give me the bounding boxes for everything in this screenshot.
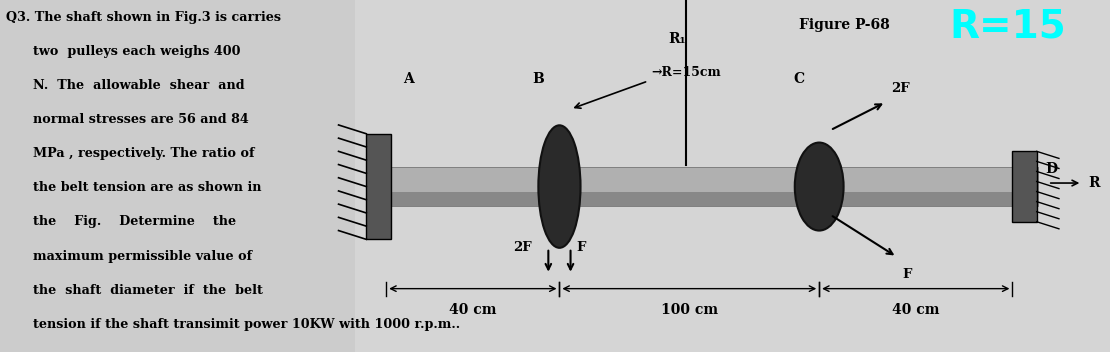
Text: Figure P-68: Figure P-68 (799, 18, 890, 32)
Text: B: B (533, 72, 544, 86)
Text: R=15: R=15 (949, 7, 1066, 45)
Bar (366, 134, 391, 239)
Text: two  pulleys each weighs 400: two pulleys each weighs 400 (6, 45, 240, 58)
Text: 40 cm: 40 cm (450, 303, 496, 317)
Text: F: F (576, 241, 585, 253)
Bar (1012, 151, 1037, 222)
Text: 2F: 2F (513, 241, 532, 253)
Text: normal stresses are 56 and 84: normal stresses are 56 and 84 (6, 113, 249, 126)
Text: Q3. The shaft shown in Fig.3 is carries: Q3. The shaft shown in Fig.3 is carries (6, 11, 281, 24)
Text: 40 cm: 40 cm (892, 303, 939, 317)
Ellipse shape (538, 125, 581, 248)
Text: maximum permissible value of: maximum permissible value of (6, 250, 252, 263)
Text: the    Fig.    Determine    the: the Fig. Determine the (6, 215, 235, 228)
Bar (355, 0, 1110, 352)
Text: F: F (902, 268, 911, 281)
Text: the belt tension are as shown in: the belt tension are as shown in (6, 181, 261, 194)
Text: tension if the shaft transimit power 10KW with 1000 r.p.m..: tension if the shaft transimit power 10K… (6, 318, 460, 331)
Bar (386, 167, 1038, 206)
Text: R₁: R₁ (668, 32, 686, 46)
Text: C: C (794, 72, 805, 86)
Text: R: R (1088, 176, 1099, 190)
Text: the  shaft  diameter  if  the  belt: the shaft diameter if the belt (6, 284, 262, 297)
Bar (386, 192, 1038, 206)
Text: →R=15cm: →R=15cm (652, 66, 722, 79)
Text: 2F: 2F (891, 82, 910, 95)
Text: MPa , respectively. The ratio of: MPa , respectively. The ratio of (6, 147, 254, 160)
Text: N.  The  allowable  shear  and: N. The allowable shear and (6, 79, 244, 92)
Text: A: A (403, 72, 414, 86)
Text: D: D (1046, 162, 1058, 176)
Text: 100 cm: 100 cm (660, 303, 718, 317)
Ellipse shape (795, 143, 844, 231)
